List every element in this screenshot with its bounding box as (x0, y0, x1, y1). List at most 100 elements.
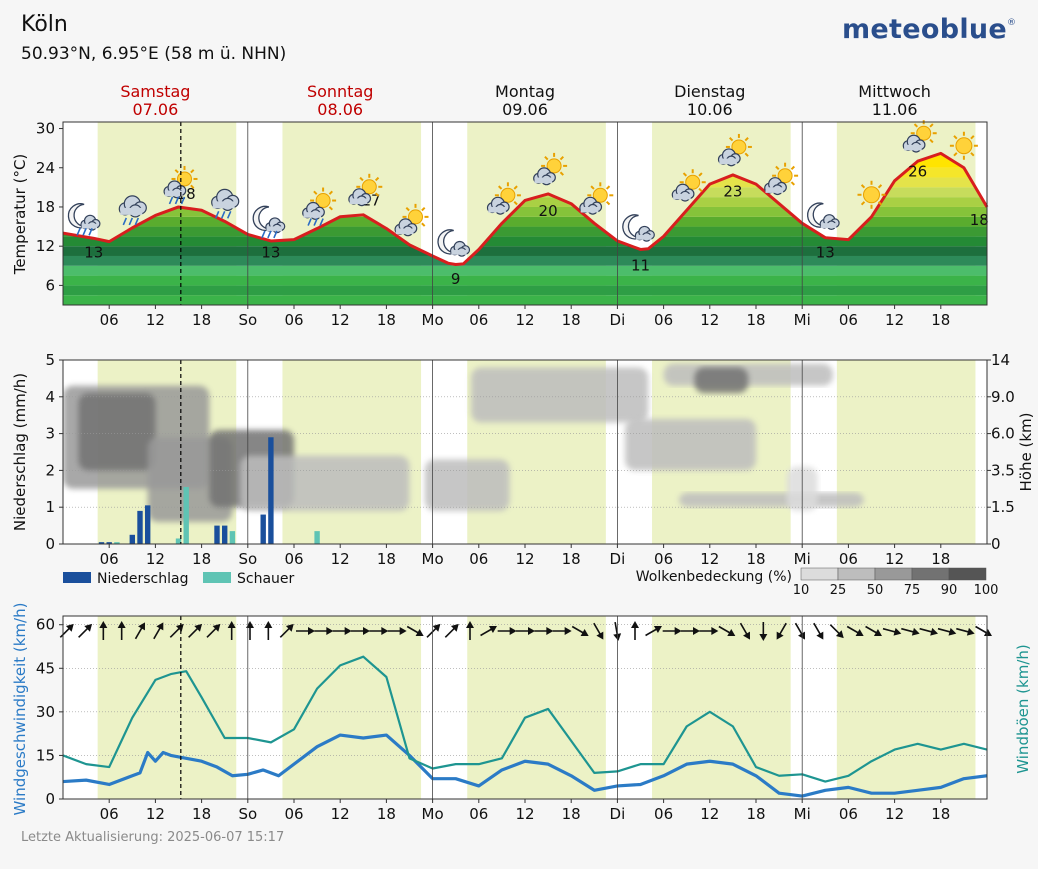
wind-arrow-head (776, 631, 784, 640)
wind-arrow-icon (956, 627, 975, 636)
temperature-label: 13 (816, 244, 835, 262)
location-coordinates: 50.93°N, 6.95°E (58 m ü. NHN) (21, 44, 287, 64)
wind-arrow-icon (227, 621, 236, 640)
precip-bar (268, 437, 274, 544)
x-tick-label: 12 (515, 311, 534, 329)
height-tick-label: 3.5 (991, 461, 1015, 479)
x-tick-label: 06 (839, 550, 858, 568)
wind-arrow-icon (975, 625, 992, 636)
sun-ray (970, 135, 975, 140)
rain-drop (307, 218, 312, 226)
rain-drop (134, 217, 140, 226)
wind-arrow-head (194, 623, 203, 632)
x-tick-label: 12 (885, 550, 904, 568)
x-tick-label: 18 (377, 311, 396, 329)
sun-cloud-icon (764, 162, 799, 196)
wind-arrow-icon (662, 627, 682, 635)
wind-arrow-icon (169, 623, 184, 638)
x-tick-label: Di (610, 805, 626, 823)
precip-y-tick-label: 3 (45, 425, 55, 443)
sun-ray (860, 184, 866, 189)
x-tick-label: 18 (562, 550, 581, 568)
wind-arrow-head (674, 627, 682, 635)
cloud-shape (717, 148, 741, 167)
wind-arrow-head (227, 621, 236, 628)
rain-drop (180, 196, 186, 205)
sun-ray (970, 152, 975, 157)
day-name-1: Sonntag (307, 82, 373, 101)
rain-drop (76, 228, 81, 236)
cloud-base (534, 177, 553, 184)
day-name-3: Dienstag (674, 82, 745, 101)
wind-arrow-icon (776, 622, 787, 640)
temperature-label: 13 (84, 244, 103, 262)
cloud-base (349, 198, 368, 205)
day-date-3: 10.06 (687, 100, 733, 119)
sun-ray (590, 185, 595, 190)
x-tick-label: 06 (100, 550, 119, 568)
sun-ray (698, 172, 703, 177)
wind-arrow-icon (813, 622, 824, 640)
sun-ray (605, 185, 611, 190)
sun-disc (731, 139, 747, 155)
x-tick-label: 12 (700, 550, 719, 568)
legend-swatch-precip (63, 572, 91, 583)
cloud-cover-patch (625, 418, 756, 471)
wind-arrow-head (466, 621, 474, 628)
x-tick-label: 18 (746, 550, 765, 568)
sun-disc (685, 174, 701, 190)
sun-shape (494, 182, 521, 209)
rain-drop (319, 218, 324, 226)
x-tick-label: 12 (331, 805, 350, 823)
temperature-label: 11 (631, 257, 650, 275)
shower-bar (114, 542, 120, 544)
sun-disc (777, 168, 793, 184)
sun-disc (315, 193, 331, 209)
wind-axis-label: Windgeschwindigkeit (km/h) (11, 603, 29, 816)
wind-arrow-icon (59, 623, 74, 638)
wind-arrow-head (580, 629, 589, 636)
cloud-shape (163, 180, 187, 199)
sun-ray (328, 190, 333, 195)
daylight-band (467, 616, 606, 799)
sun-ray (559, 155, 564, 161)
moon-cloud-icon (437, 229, 471, 257)
cloud-base (303, 212, 322, 218)
cloud-shape (211, 188, 240, 211)
cloud-base (636, 234, 652, 240)
temperature-band (63, 236, 987, 247)
wind-arrow-head (893, 627, 902, 636)
brand-mark: ® (1007, 18, 1017, 28)
wind-arrow-icon (117, 621, 126, 640)
cloud-cover-layers (63, 363, 864, 522)
legend-label-shower: Schauer (237, 571, 295, 587)
sun-disc (500, 187, 516, 203)
cloud-legend-tick: 75 (904, 583, 921, 598)
rain-drop (88, 228, 93, 236)
cloud-base (212, 201, 235, 209)
cloud-shape (394, 218, 418, 237)
wind-arrow-icon (846, 625, 864, 636)
x-tick-label: 06 (654, 550, 673, 568)
wind-arrow-icon (718, 625, 736, 636)
x-tick-label: 18 (377, 805, 396, 823)
cloud-legend-swatch (874, 567, 913, 581)
cloud-base (164, 190, 183, 197)
wind-arrow-icon (534, 627, 554, 635)
cloud-shape (449, 240, 471, 257)
sun-ray (790, 181, 795, 186)
x-tick-label: So (238, 311, 257, 329)
sun-ray (605, 200, 611, 206)
x-tick-label: 06 (469, 805, 488, 823)
x-tick-label: 18 (192, 805, 211, 823)
sun-shape (910, 120, 937, 147)
wind-arrow-head (711, 627, 719, 635)
brand-logo[interactable]: meteoblue® (842, 14, 1016, 45)
rain-drop (122, 217, 128, 226)
sun-ray (374, 176, 380, 182)
brand-name: meteoblue (842, 14, 1008, 45)
precip-bar (222, 525, 228, 544)
wind-y-tick-label: 45 (36, 659, 55, 677)
wind-arrow-head (175, 623, 184, 632)
temperature-band (63, 246, 987, 256)
